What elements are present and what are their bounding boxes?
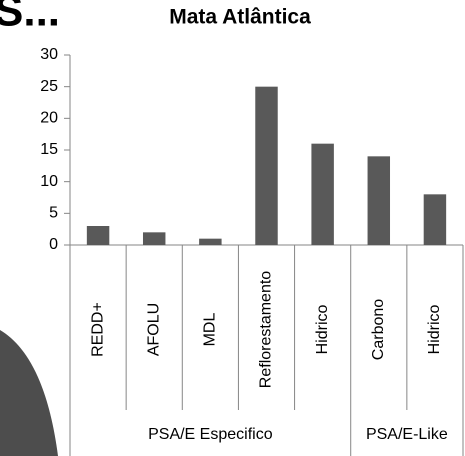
slide-title-fragment: S... — [0, 0, 60, 36]
bar — [367, 156, 391, 245]
x-tick-label: Carbono — [370, 299, 387, 360]
x-tick-label: Hidrico — [314, 305, 331, 355]
bar — [86, 226, 110, 245]
x-tick-label: Reflorestamento — [258, 271, 275, 388]
y-tick-label: 0 — [49, 236, 58, 253]
y-tick-label: 30 — [40, 46, 58, 63]
y-tick-label: 25 — [40, 78, 58, 95]
y-tick-label: 15 — [40, 141, 58, 158]
bar — [311, 143, 334, 245]
group-label: PSA/E Especifico — [148, 426, 273, 443]
bar — [142, 232, 166, 245]
y-tick-label: 20 — [40, 110, 58, 127]
chart-title: Mata Atlântica — [169, 6, 311, 29]
decorative-shape — [0, 330, 58, 456]
y-tick-label: 10 — [40, 173, 58, 190]
bar — [199, 238, 222, 245]
bar — [423, 194, 447, 245]
x-tick-label: Hidrico — [426, 305, 443, 355]
x-tick-label: REDD+ — [89, 302, 106, 357]
x-tick-label: AFOLU — [145, 303, 162, 356]
y-tick-label: 5 — [49, 205, 58, 222]
x-tick-label: MDL — [202, 313, 219, 347]
bar — [255, 86, 278, 246]
group-label: PSA/E-Like — [366, 426, 448, 443]
